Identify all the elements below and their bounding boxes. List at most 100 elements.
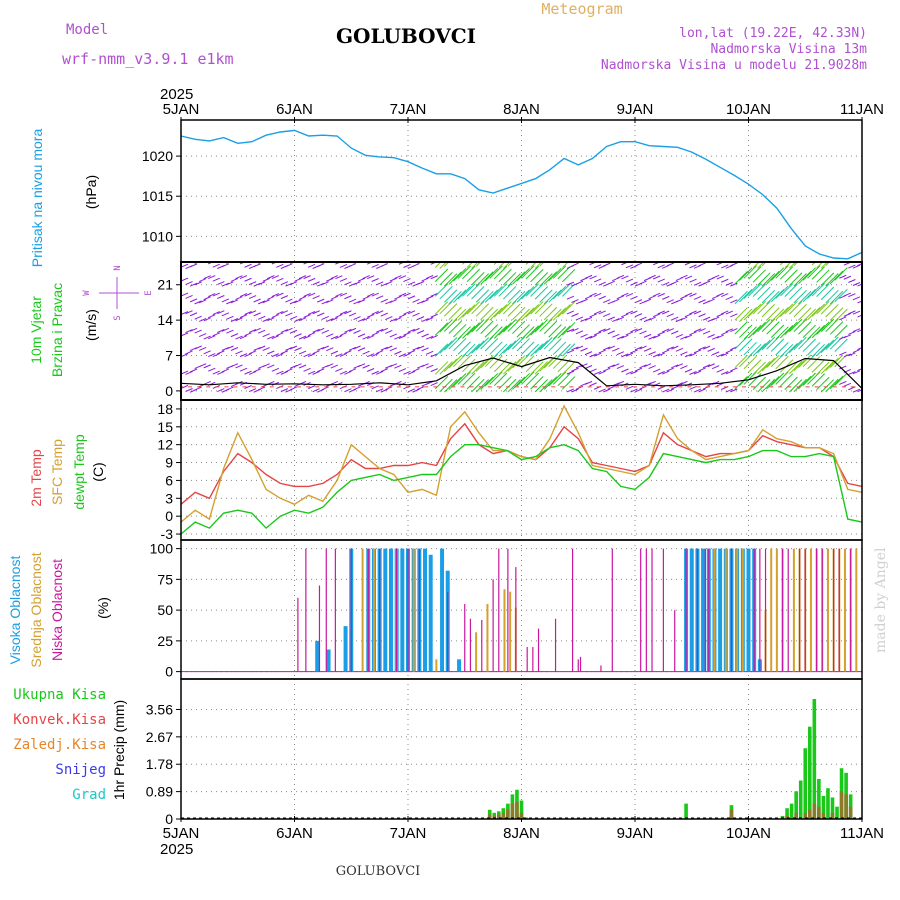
wind-barb-674 xyxy=(516,308,530,322)
wind-barb-969 xyxy=(493,265,508,280)
cloud-ylabel-mid: Srednja Oblacnost xyxy=(28,552,44,667)
wind-barb-209 xyxy=(448,355,462,369)
wind-barb-889 xyxy=(811,283,826,297)
wind-barb-403 xyxy=(648,351,656,356)
wind-barb-561 xyxy=(684,334,693,339)
wind-barb-808 xyxy=(443,289,458,303)
wind-barb-247 xyxy=(621,368,629,373)
wind-barb-489 xyxy=(357,333,366,338)
wind-barb-422 xyxy=(734,336,748,350)
cloud-ylabel-low: Niska Oblacnost xyxy=(49,559,65,661)
wind-barb-520 xyxy=(498,322,512,336)
wind-barb-1180 xyxy=(771,248,784,261)
pressure-ylabel: Pritisak na nivou mora xyxy=(29,129,45,268)
wind-barb-555 xyxy=(657,331,665,336)
wind-barb-1031 xyxy=(775,265,789,279)
wind-barb-465 xyxy=(248,328,257,333)
precip-total-bar-7 xyxy=(519,800,524,819)
wind-barb-611 xyxy=(230,318,239,322)
cloud-low-bar-33 xyxy=(685,548,687,672)
wind-barb-626 xyxy=(298,317,307,322)
wind-barb-1054 xyxy=(199,258,206,261)
wind-barb-232 xyxy=(552,355,567,369)
temp-ylabel-sfc: SFC Temp xyxy=(49,439,65,505)
wind-barb-881 xyxy=(775,285,789,299)
wind-barb-653 xyxy=(421,318,429,323)
wind-barb-271 xyxy=(730,367,738,372)
wind-barb-375 xyxy=(521,341,535,355)
wind-barb-800 xyxy=(407,295,416,300)
wind-barb-165 xyxy=(248,370,257,375)
wind-barb-790 xyxy=(362,295,370,300)
wind-barb-67 xyxy=(484,373,499,387)
cloud-low-bar-48 xyxy=(838,548,840,672)
wind-barb-50 xyxy=(407,388,416,393)
wind-barb-81 xyxy=(548,373,562,387)
wind-barb-388 xyxy=(580,347,588,352)
wind-barb-904 xyxy=(198,278,207,282)
wind-barb-777 xyxy=(303,293,311,297)
wind-barb-243 xyxy=(603,367,611,372)
compass-north: N xyxy=(113,265,123,270)
wind-barb-1111 xyxy=(458,249,471,262)
wind-barb-622 xyxy=(280,310,289,315)
wind-barb-636 xyxy=(344,310,352,315)
wind-barb-456 xyxy=(208,335,216,340)
wind-barb-1181 xyxy=(775,262,777,263)
wind-barb-884 xyxy=(789,286,803,301)
wind-barb-747 xyxy=(848,310,856,315)
wind-barb-771 xyxy=(276,292,284,297)
wind-barb-215 xyxy=(475,358,490,372)
wind-barb-975 xyxy=(521,265,535,279)
ytick-label-3-4: 100 xyxy=(150,541,174,557)
wind-barb-568 xyxy=(716,334,724,339)
wind-barb-706 xyxy=(662,310,670,315)
temp-ylabel-dewpt: dewpt Temp xyxy=(71,434,87,509)
wind-barb-901 xyxy=(185,281,193,285)
wind-barb-632 xyxy=(326,318,334,322)
wind-barb-366 xyxy=(480,336,494,350)
wind-barb-359 xyxy=(448,336,462,350)
wind-barb-260 xyxy=(680,365,688,370)
wind-barb-900 xyxy=(181,277,189,282)
wind-barb-859 xyxy=(675,298,684,303)
wind-barb-99 xyxy=(630,388,638,393)
wind-barb-495 xyxy=(385,329,393,334)
wind-barb-157 xyxy=(212,370,220,375)
wind-barb-431 xyxy=(775,342,789,356)
wind-barb-334 xyxy=(335,353,343,358)
pressure-unit: (hPa) xyxy=(83,175,99,209)
wind-barb-371 xyxy=(502,340,517,354)
wind-barb-479 xyxy=(312,328,320,333)
wind-barb-931 xyxy=(321,281,329,286)
wind-barb-829 xyxy=(539,289,553,303)
time-tick-top-1: 6JAN xyxy=(276,101,313,118)
wind-barb-956 xyxy=(434,268,449,282)
wind-barb-269 xyxy=(721,371,729,375)
wind-barb-921 xyxy=(276,277,284,282)
wind-barb-831 xyxy=(548,289,562,303)
wind-barb-757 xyxy=(212,292,220,297)
ytick-label-3-2: 50 xyxy=(157,602,173,618)
wind-barb-1040 xyxy=(816,269,830,283)
wind-barb-894 xyxy=(834,288,848,303)
cloud-high-bar-1 xyxy=(326,649,331,672)
wind-barb-1162 xyxy=(689,264,697,269)
wind-barb-806 xyxy=(434,283,449,297)
wind-barb-234 xyxy=(562,361,576,375)
wind-barb-129 xyxy=(766,375,780,390)
precip-total-bar-12 xyxy=(785,808,789,819)
wind-barb-651 xyxy=(412,312,420,317)
year-top: 2025 xyxy=(160,86,193,103)
wind-barb-367 xyxy=(484,338,499,352)
wind-barb-432 xyxy=(779,343,794,358)
wind-barb-92 xyxy=(598,388,606,393)
wind-barb-905 xyxy=(203,275,211,280)
wind-barb-521 xyxy=(502,319,517,333)
wind-barb-1 xyxy=(185,388,193,392)
wind-barb-341 xyxy=(366,353,375,358)
wind-barb-377 xyxy=(530,343,544,357)
wind-barb-732 xyxy=(779,303,794,317)
wind-barb-540 xyxy=(589,334,597,339)
wind-barb-445 xyxy=(839,351,847,356)
